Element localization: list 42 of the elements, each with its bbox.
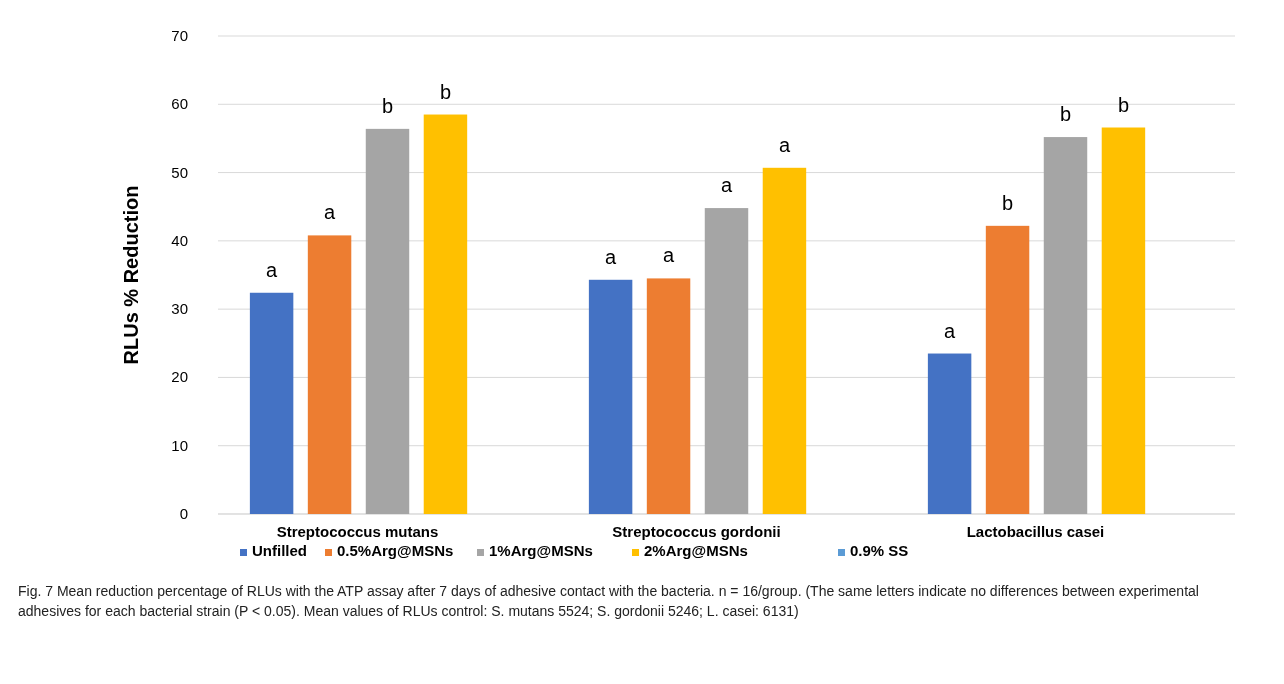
bar	[423, 114, 468, 514]
legend-label: 2%Arg@MSNs	[644, 542, 748, 559]
bar	[249, 292, 294, 514]
y-tick-label: 60	[171, 95, 188, 113]
y-axis-title: RLUs % Reduction	[120, 185, 142, 365]
y-tick-label: 10	[171, 436, 188, 454]
y-tick-label: 30	[171, 300, 188, 318]
bar	[1101, 127, 1146, 514]
x-tick-label: Streptococcus mutans	[276, 523, 439, 540]
data-label: a	[323, 201, 336, 224]
y-tick-label: 50	[171, 163, 188, 181]
bar	[365, 128, 410, 514]
legend-label: 0.9% SS	[850, 542, 909, 559]
data-label: a	[266, 258, 279, 281]
bar	[588, 279, 633, 514]
caption: Fig. 7 Mean reduction percentage of RLUs with the ATP assay after 7 days of adhesive contact with the bacteria. n = 16/group. (The same letters indicate no differences between experimental adhesives for each bacterial strain (P < 0.05). Mean values of RLUs control: S. mutans 5524; S. gordonii 5246; L. casei: 6131)	[18, 583, 1199, 619]
legend-label: Unfilled	[252, 542, 307, 559]
bar	[927, 353, 972, 514]
data-label: a	[720, 174, 733, 197]
bar	[985, 225, 1030, 514]
y-tick-label: 20	[171, 368, 188, 386]
data-label: a	[778, 133, 791, 156]
y-tick-label: 0	[179, 505, 188, 522]
y-tick-label: 40	[171, 231, 188, 249]
data-label: b	[1117, 93, 1130, 116]
bar	[762, 167, 807, 514]
data-label: a	[662, 244, 675, 267]
bar	[1043, 137, 1088, 514]
bar	[646, 278, 691, 514]
data-label: a	[944, 319, 957, 342]
bar	[704, 208, 749, 514]
y-tick-label: 70	[171, 27, 188, 44]
data-label: b	[1001, 191, 1014, 214]
x-tick-label: Streptococcus gordonii	[612, 523, 781, 540]
data-label: b	[439, 80, 452, 103]
data-label: b	[1059, 103, 1072, 126]
data-label: a	[605, 245, 618, 268]
x-tick-label: Lactobacillus casei	[966, 523, 1105, 540]
legend-label: 0.5%Arg@MSNs	[337, 542, 454, 559]
bar	[307, 235, 352, 514]
legend-label: 1%Arg@MSNs	[489, 542, 593, 559]
data-label: b	[381, 94, 394, 117]
